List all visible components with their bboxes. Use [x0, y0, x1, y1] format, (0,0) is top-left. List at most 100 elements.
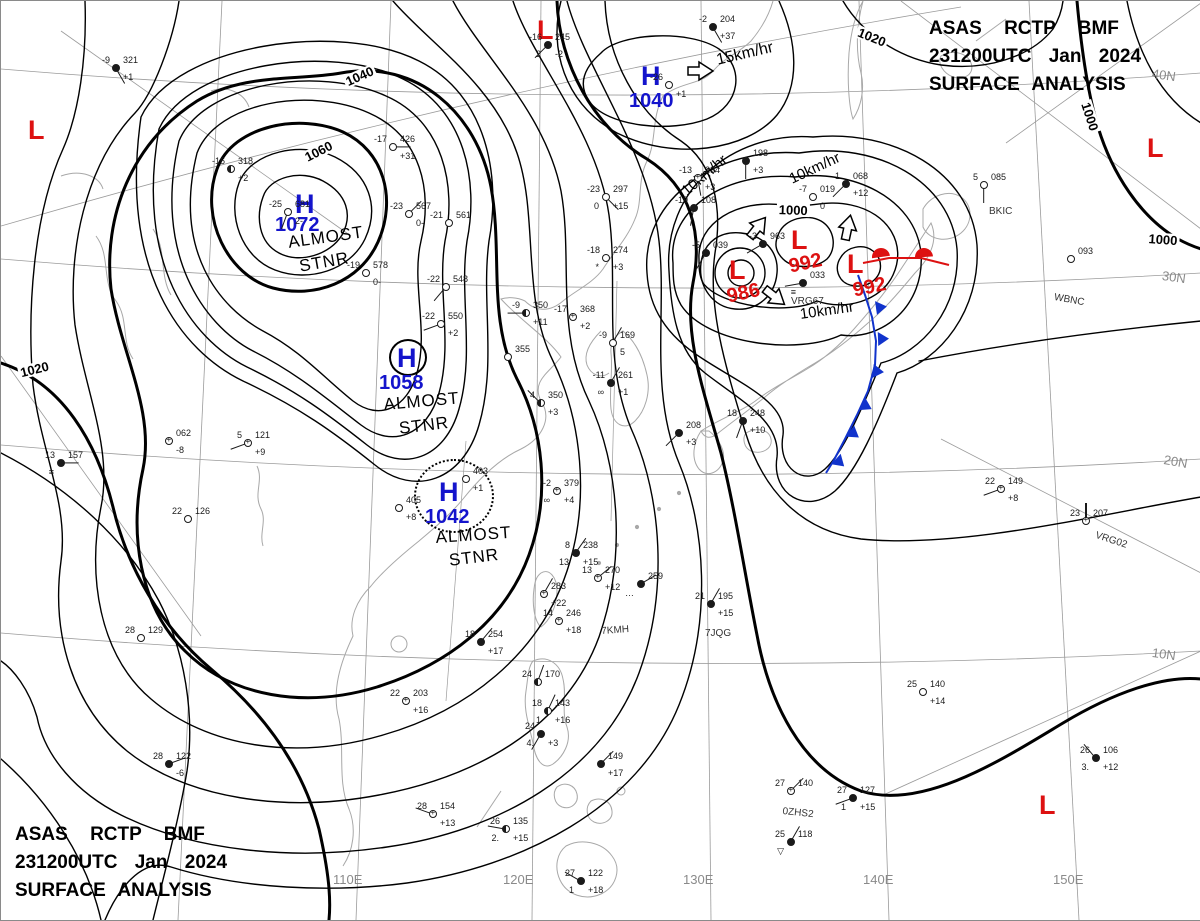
title-block-top-right: ASAS RCTP BMF 231200UTC Jan 2024 SURFACE…	[929, 15, 1141, 99]
station-temp: -22	[421, 311, 435, 321]
station-weather: ≡	[790, 287, 796, 297]
station-temp: 27	[774, 778, 785, 788]
station-temp: 8	[564, 540, 570, 550]
station-pressure: 548	[453, 274, 469, 284]
station-weather: ▽	[777, 846, 784, 856]
station-weather: 4.	[526, 738, 534, 748]
station-tendency: +1	[618, 387, 629, 397]
station-symbol-icon	[602, 193, 610, 201]
station-tendency: +2	[238, 173, 249, 183]
station-pressure: 261	[618, 370, 634, 380]
arrow-icon-h1040-east	[687, 60, 715, 82]
station-tendency: +4	[564, 495, 575, 505]
station-tendency: +3	[548, 407, 559, 417]
lon-label-120e: 120E	[503, 872, 534, 887]
station-pressure: 254	[488, 629, 504, 639]
station-symbol-icon	[569, 312, 577, 321]
title-line-product: ASAS RCTP BMF	[929, 18, 1119, 39]
station-temp: -11	[592, 370, 605, 380]
station-weather: 13	[558, 557, 569, 567]
station-tendency: +2	[448, 328, 459, 338]
station-pressure: 297	[613, 184, 629, 194]
station-temp: -9	[598, 330, 607, 340]
station-tendency: +8	[406, 512, 417, 522]
station-tendency: +18	[566, 625, 582, 635]
station-temp: 24	[524, 721, 535, 731]
station-temp: -23	[586, 184, 600, 194]
station-symbol-icon	[429, 809, 437, 818]
cold-front-triangle-icon	[845, 425, 859, 438]
station-symbol-icon	[597, 760, 605, 768]
station-tendency: +3	[753, 165, 764, 175]
station-pressure: 259	[648, 571, 664, 581]
station-weather: 2.	[491, 833, 499, 843]
station-tendency: +1	[473, 483, 484, 493]
station-pressure: 157	[68, 450, 84, 460]
station-symbol-icon	[759, 240, 767, 248]
station-pressure: 108	[701, 195, 717, 205]
station-symbol-icon	[849, 794, 857, 802]
station-symbol-icon	[997, 484, 1005, 493]
station-temp: -19	[674, 195, 688, 205]
station-pressure: 321	[123, 55, 139, 65]
station-tendency: +22	[551, 598, 567, 608]
station-pressure: 122	[588, 868, 604, 878]
low-992-west-letter: L	[791, 225, 808, 255]
arrow-icon-low-north	[837, 213, 858, 242]
station-temp: 25	[774, 829, 785, 839]
title-line-datetime: 231200UTC Jan 2024	[929, 46, 1142, 67]
station-temp: -25	[268, 199, 282, 209]
station-pressure: 350	[548, 390, 564, 400]
station-id-bkic: BKIC	[989, 206, 1013, 217]
arrow-icon-low-northwest	[745, 216, 767, 241]
station-weather: ∞	[543, 495, 550, 505]
station-pressure: 126	[195, 506, 211, 516]
high-1042-letter: H	[439, 477, 459, 507]
station-tendency: +9	[255, 447, 266, 457]
station-weather: 1	[535, 715, 541, 725]
station-pressure: 135	[513, 816, 529, 826]
station-weather: 2	[535, 49, 541, 59]
station-pressure: 234	[705, 165, 721, 175]
cold-front-triangle-icon	[872, 364, 884, 378]
station-pressure: 085	[991, 172, 1007, 182]
station-temp: 4	[529, 390, 535, 400]
station-temp: 28	[124, 625, 135, 635]
station-temp: 22	[984, 476, 995, 486]
station-symbol-icon	[980, 181, 988, 189]
station-tendency: +15	[583, 557, 599, 567]
station-pressure: 403	[473, 466, 489, 476]
station-symbol-icon	[362, 269, 370, 277]
station-symbol-icon	[502, 825, 510, 833]
station-weather: 3.	[1081, 762, 1089, 772]
station-pressure: 106	[1103, 745, 1119, 755]
station-temp: 1	[834, 171, 840, 181]
station-symbol-icon	[462, 475, 470, 483]
station-pressure: 118	[798, 829, 813, 839]
station-pressure: 318	[238, 156, 254, 166]
station-symbol-icon	[553, 486, 561, 495]
station-pressure: 550	[448, 311, 464, 321]
station-id-vrg67: VRG67	[791, 296, 824, 307]
station-tendency: 0	[820, 201, 826, 211]
station-weather: 1	[568, 885, 574, 895]
station-pressure: 207	[1093, 508, 1109, 518]
title-line-product: ASAS RCTP BMF	[15, 824, 205, 845]
station-temp: -16	[211, 156, 225, 166]
station-temp: 13	[581, 565, 592, 575]
station-symbol-icon	[522, 309, 530, 317]
station-symbol-icon	[607, 379, 615, 387]
station-pressure: 248	[750, 408, 766, 418]
station-symbol-icon	[437, 320, 445, 328]
station-symbol-icon	[637, 580, 645, 588]
station-temp: 21	[694, 591, 705, 601]
movement-arrows	[687, 60, 858, 306]
station-symbol-icon	[537, 730, 545, 738]
station-temp: 5	[972, 172, 978, 182]
station-symbol-icon	[244, 438, 252, 447]
station-tendency: +16	[413, 705, 429, 715]
station-pressure: 426	[400, 134, 416, 144]
cold-front-triangle-icon	[877, 332, 889, 346]
